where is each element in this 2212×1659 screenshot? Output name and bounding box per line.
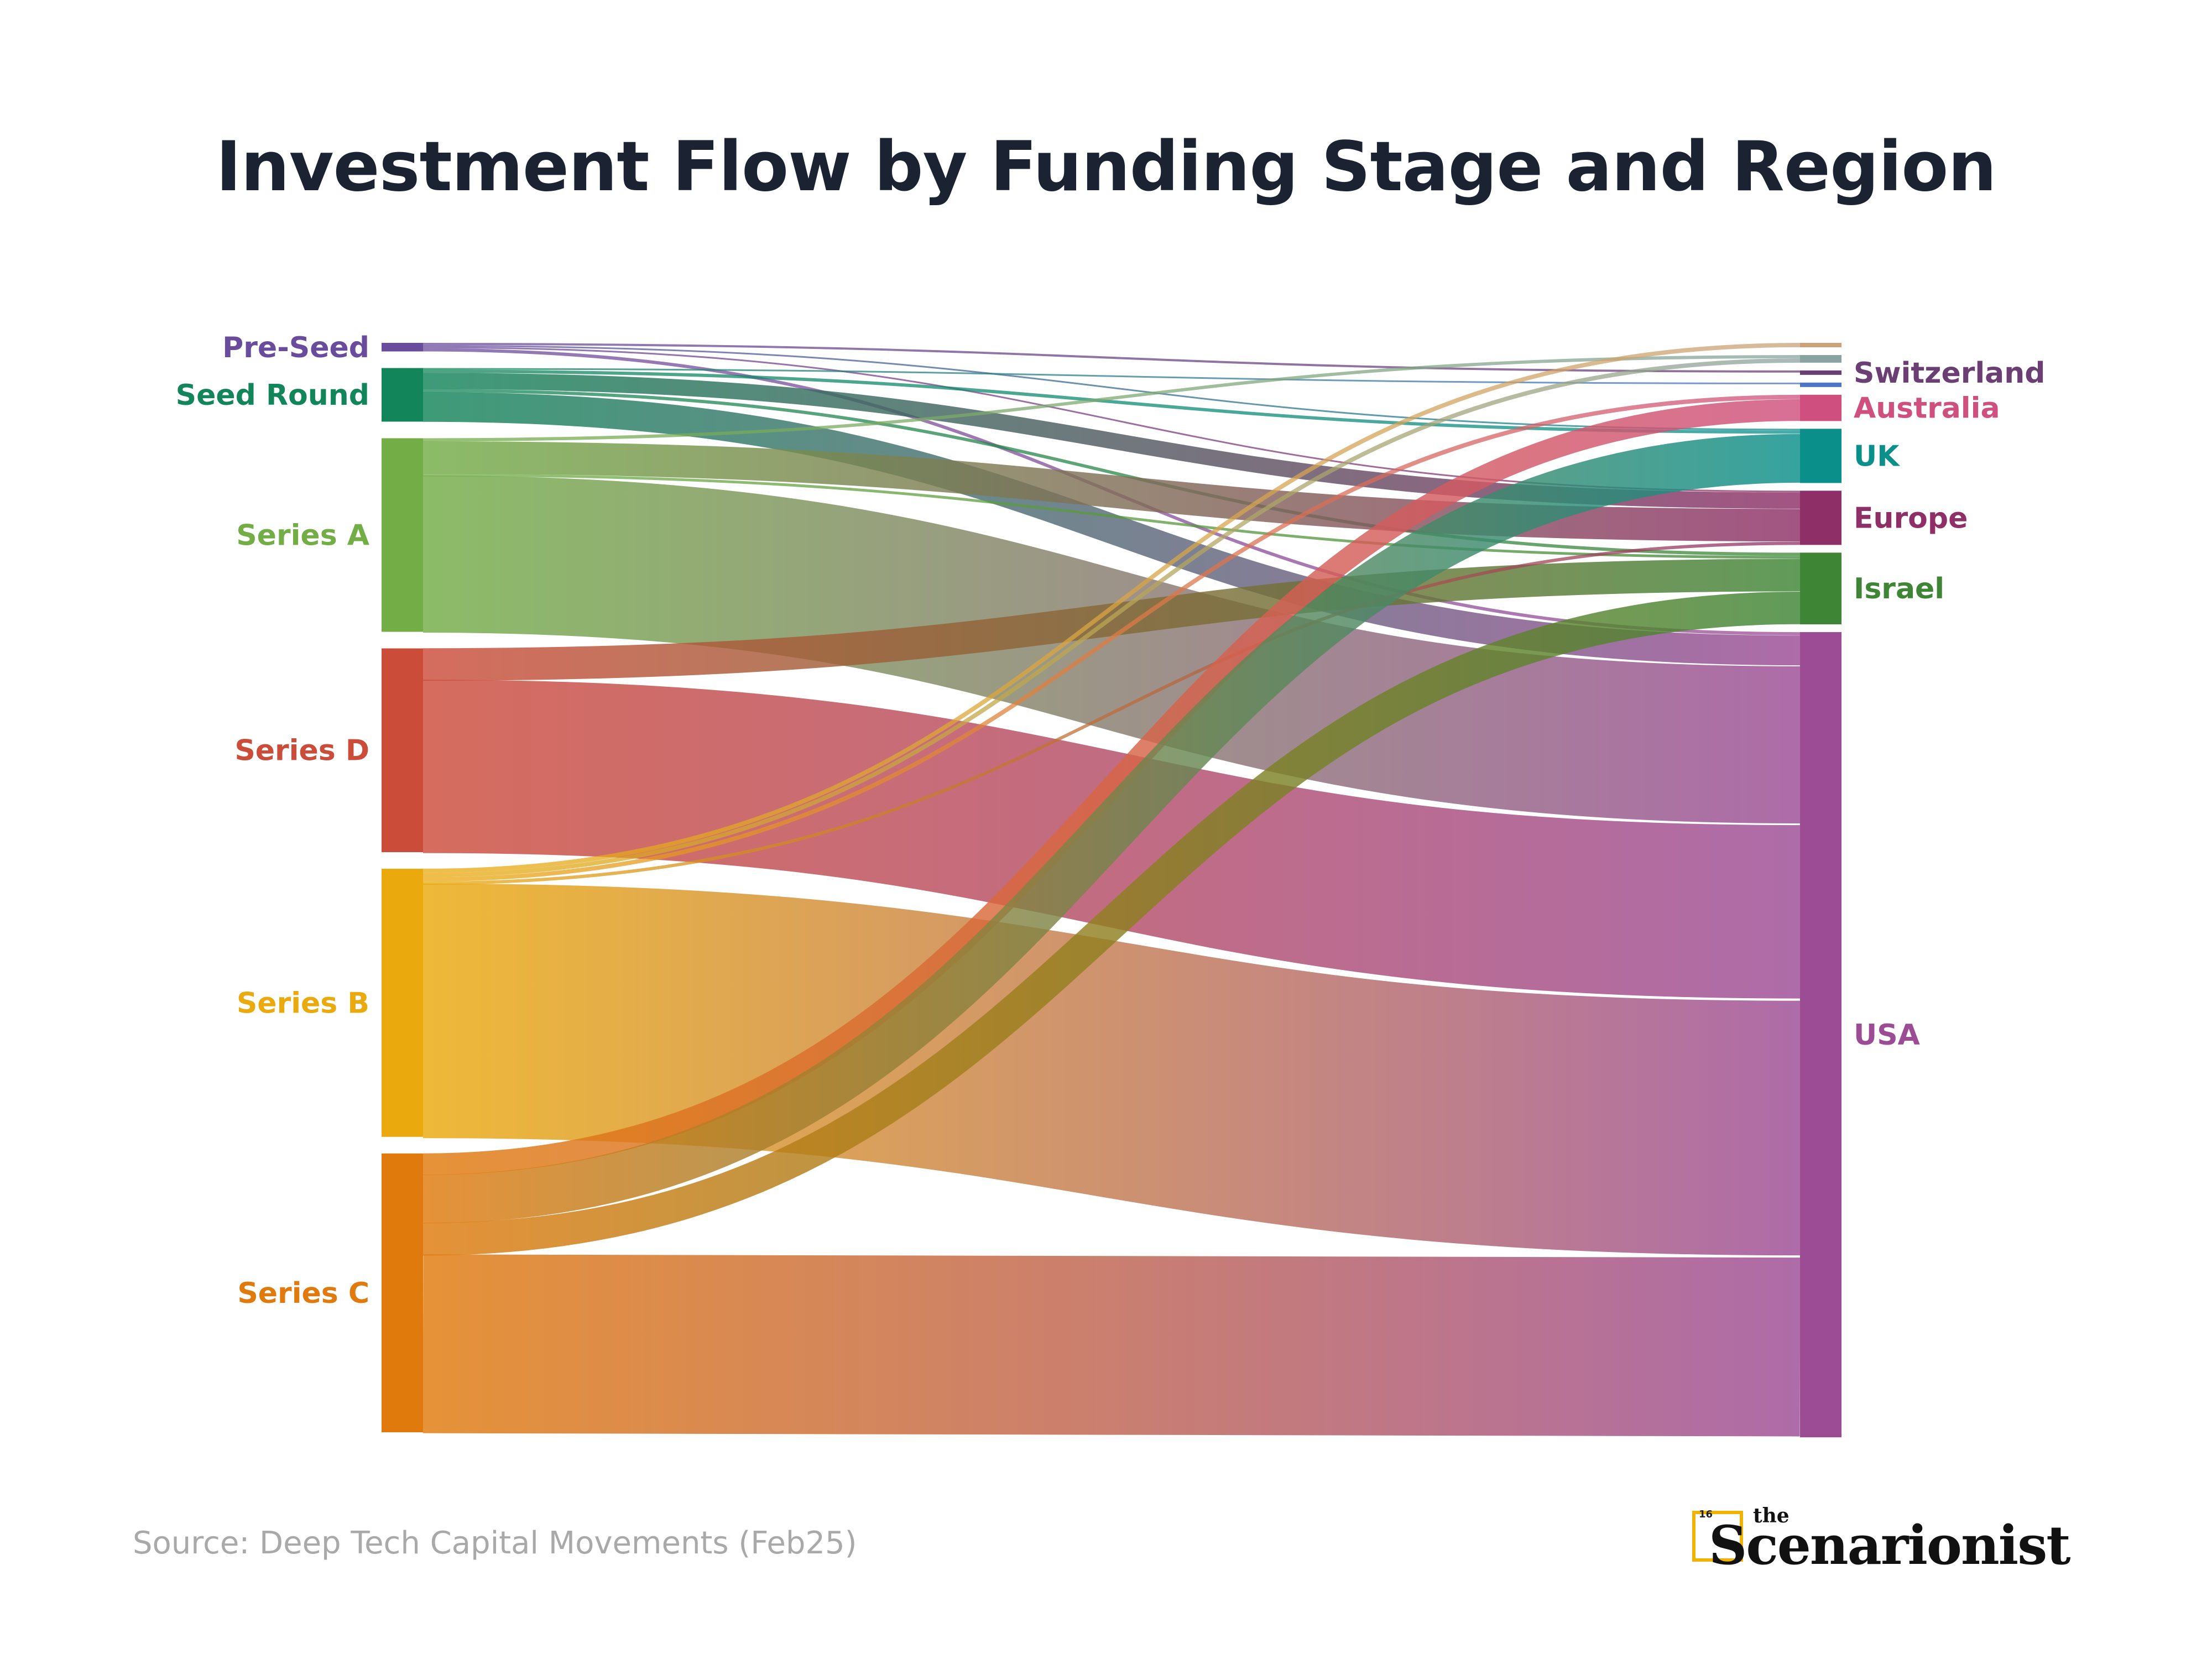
source-label-pre-seed: Pre-Seed [222,331,369,364]
target-node-unlabeled [1800,382,1841,387]
source-node-series-d [382,648,423,852]
brand-badge-number: 16 [1699,1509,1713,1520]
sankey-link-seed-round-to-unlabeled [422,368,1801,384]
sankey-link-pre-seed-to-switzerland [422,342,1801,373]
target-label-switzerland: Switzerland [1854,357,2046,390]
source-node-series-b [382,868,423,1137]
sankey-link-series-b-to-unlabeled [422,343,1801,873]
sankey-link-series-a-to-israel [422,473,1801,559]
source-node-series-a [382,438,423,632]
target-label-australia: Australia [1854,392,2000,425]
target-label-uk: UK [1854,440,1900,473]
source-label-series-d: Series D [234,734,369,768]
target-label-israel: Israel [1854,572,1944,606]
source-label-series-a: Series A [236,519,369,552]
source-label-seed-round: Seed Round [176,379,369,412]
source-note: Source: Deep Tech Capital Movements (Feb… [133,1525,857,1561]
sankey-link-series-c-to-israel [422,591,1801,1256]
target-node-europe [1800,491,1841,545]
sankey-link-series-c-to-australia [422,399,1801,1175]
brand-name: Scenarionist [1709,1514,2071,1577]
sankey-link-series-a-to-unlabeled [422,355,1801,442]
sankey-link-series-a-to-usa [422,475,1801,824]
brand-badge-icon [1692,1511,1743,1562]
target-node-uk [1800,429,1841,483]
source-label-series-b: Series B [237,987,369,1020]
sankey-link-series-b-to-australia [422,394,1801,882]
sankey-link-series-c-to-uk [422,434,1801,1224]
target-node-israel [1800,552,1841,625]
sankey-link-series-b-to-unlabeled [422,358,1801,878]
source-node-series-c [382,1153,423,1432]
target-node-unlabeled [1800,343,1841,347]
target-node-australia [1800,394,1841,421]
brand-small-text: the [1753,1504,1790,1527]
target-label-europe: Europe [1854,502,1968,535]
target-node-usa [1800,632,1841,1438]
source-label-series-c: Series C [237,1277,369,1310]
sankey-link-series-b-to-usa [422,883,1801,1256]
target-label-usa: USA [1854,1019,1920,1052]
sankey-link-series-c-to-usa [422,1254,1801,1437]
sankey-link-series-b-to-europe [422,541,1801,885]
sankey-link-seed-round-to-israel [422,389,1801,556]
chart-title: Investment Flow by Funding Stage and Reg… [216,127,1996,207]
brand-logo: 16 the Scenarionist [1692,1499,2079,1577]
target-node-unlabeled [1800,355,1841,363]
source-node-seed-round [382,368,423,422]
sankey-link-pre-seed-to-uk [422,345,1801,431]
target-node-switzerland [1800,370,1841,375]
source-node-pre-seed [382,343,423,352]
